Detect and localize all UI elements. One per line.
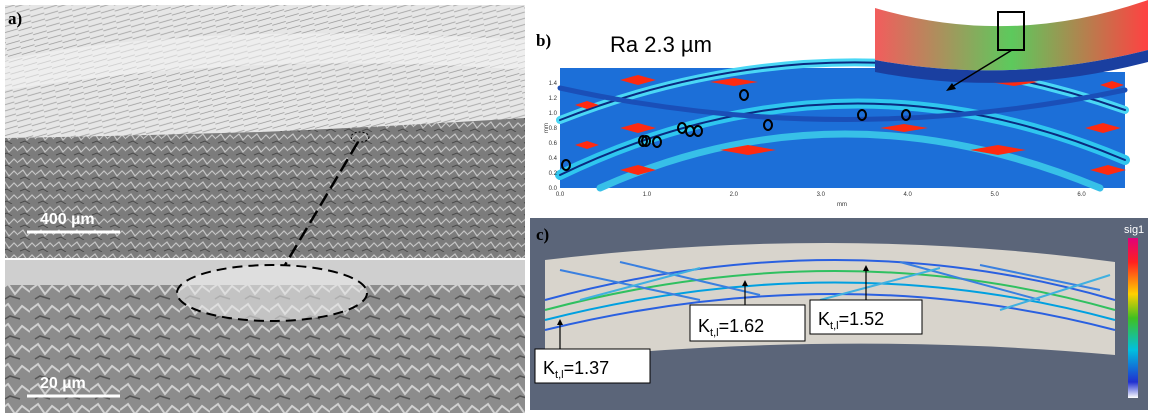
x-tick-label: 5.0	[990, 192, 999, 198]
y-tick-label: 0.8	[549, 126, 558, 132]
panel-label: c)	[536, 225, 549, 244]
x-tick-label: 1.0	[643, 192, 652, 198]
x-tick-label: 3.0	[817, 192, 826, 198]
annotation: Kt,l=1.52	[818, 309, 884, 332]
connector	[283, 141, 360, 266]
x-axis-label: mm	[837, 202, 847, 208]
annotation: Kt,l=1.62	[698, 316, 764, 339]
panel-c: c) sig1 Kt,l=1.62 Kt,l=1.52 Kt,l=1.37	[530, 218, 1148, 410]
annotation: Kt,l=1.37	[543, 358, 609, 381]
x-tick-label: 2.0	[730, 192, 739, 198]
x-tick-label: 0.0	[556, 192, 565, 198]
panel-a-bottom: 20 µm	[5, 260, 525, 413]
y-tick-label: 0.0	[549, 186, 558, 192]
scale-bar-label: 400 µm	[40, 211, 95, 228]
x-tick-label: 4.0	[904, 192, 913, 198]
panel-a-top: 400 µm a)	[5, 5, 525, 258]
colorbar-label: sig1	[1124, 224, 1144, 236]
y-tick-label: 0.4	[549, 156, 558, 162]
y-tick-label: 0.2	[549, 171, 558, 177]
y-axis-label: mm	[544, 123, 550, 133]
y-tick-label: 1.2	[549, 96, 558, 102]
y-tick-label: 0.6	[549, 141, 558, 147]
panel-label: b)	[536, 31, 551, 50]
y-tick-label: 1.0	[549, 111, 558, 117]
panel-label: a)	[8, 9, 22, 28]
roughness-label: Ra 2.3 µm	[610, 32, 712, 57]
y-tick-label: 1.4	[549, 81, 558, 87]
scale-bar-label: 20 µm	[40, 375, 86, 392]
x-tick-label: 6.0	[1077, 192, 1086, 198]
panel-b: b) Ra 2.3 µm mm mm	[536, 0, 1148, 208]
